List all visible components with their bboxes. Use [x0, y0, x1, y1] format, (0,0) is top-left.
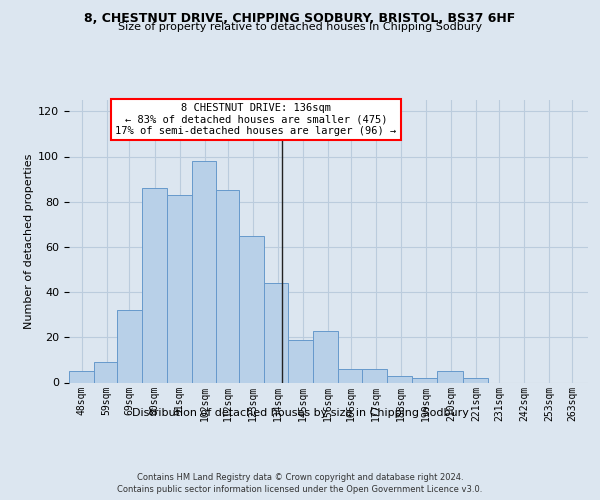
- Bar: [412, 378, 437, 382]
- Bar: [313, 330, 338, 382]
- Bar: [142, 188, 167, 382]
- Bar: [117, 310, 142, 382]
- Text: Distribution of detached houses by size in Chipping Sodbury: Distribution of detached houses by size …: [131, 408, 469, 418]
- Bar: [69, 371, 94, 382]
- Bar: [288, 340, 313, 382]
- Bar: [167, 195, 192, 382]
- Bar: [94, 362, 117, 382]
- Text: 8, CHESTNUT DRIVE, CHIPPING SODBURY, BRISTOL, BS37 6HF: 8, CHESTNUT DRIVE, CHIPPING SODBURY, BRI…: [85, 12, 515, 26]
- Text: Size of property relative to detached houses in Chipping Sodbury: Size of property relative to detached ho…: [118, 22, 482, 32]
- Bar: [264, 283, 288, 382]
- Bar: [192, 161, 216, 382]
- Bar: [362, 369, 387, 382]
- Y-axis label: Number of detached properties: Number of detached properties: [24, 154, 34, 329]
- Text: Contains public sector information licensed under the Open Government Licence v3: Contains public sector information licen…: [118, 485, 482, 494]
- Bar: [216, 190, 239, 382]
- Text: Contains HM Land Registry data © Crown copyright and database right 2024.: Contains HM Land Registry data © Crown c…: [137, 472, 463, 482]
- Bar: [463, 378, 488, 382]
- Text: 8 CHESTNUT DRIVE: 136sqm
← 83% of detached houses are smaller (475)
17% of semi-: 8 CHESTNUT DRIVE: 136sqm ← 83% of detach…: [115, 103, 397, 136]
- Bar: [437, 371, 463, 382]
- Bar: [338, 369, 362, 382]
- Bar: [239, 236, 264, 382]
- Bar: [387, 376, 412, 382]
